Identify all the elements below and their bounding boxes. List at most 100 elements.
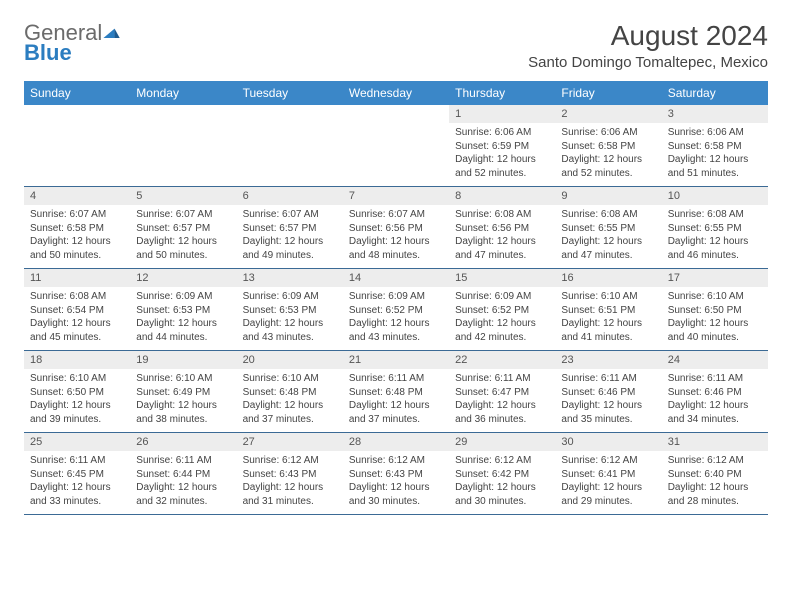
sunrise: Sunrise: 6:07 AM — [243, 208, 337, 222]
logo: GeneralBlue — [24, 20, 121, 64]
day-details: Sunrise: 6:08 AMSunset: 6:55 PMDaylight:… — [555, 205, 661, 268]
sunset: Sunset: 6:58 PM — [668, 140, 762, 154]
day-number: 21 — [343, 351, 449, 369]
header: GeneralBlue August 2024 Santo Domingo To… — [24, 20, 768, 71]
calendar-cell: 21Sunrise: 6:11 AMSunset: 6:48 PMDayligh… — [343, 351, 449, 432]
calendar-cell — [237, 105, 343, 186]
sunrise: Sunrise: 6:11 AM — [455, 372, 549, 386]
calendar-cell: 11Sunrise: 6:08 AMSunset: 6:54 PMDayligh… — [24, 269, 130, 350]
day-number: 1 — [449, 105, 555, 123]
daylight: Daylight: 12 hours and 38 minutes. — [136, 399, 230, 426]
calendar-cell: 4Sunrise: 6:07 AMSunset: 6:58 PMDaylight… — [24, 187, 130, 268]
calendar-cell: 23Sunrise: 6:11 AMSunset: 6:46 PMDayligh… — [555, 351, 661, 432]
sunrise: Sunrise: 6:10 AM — [561, 290, 655, 304]
logo-text-blue: Blue — [24, 42, 121, 64]
title-block: August 2024 Santo Domingo Tomaltepec, Me… — [528, 20, 768, 71]
daylight: Daylight: 12 hours and 47 minutes. — [455, 235, 549, 262]
day-number: 2 — [555, 105, 661, 123]
day-details: Sunrise: 6:10 AMSunset: 6:51 PMDaylight:… — [555, 287, 661, 350]
daylight: Daylight: 12 hours and 52 minutes. — [455, 153, 549, 180]
sunset: Sunset: 6:52 PM — [349, 304, 443, 318]
daylight: Daylight: 12 hours and 49 minutes. — [243, 235, 337, 262]
day-number-empty — [130, 105, 236, 123]
logo-mark-icon — [103, 20, 121, 42]
day-header: Thursday — [449, 81, 555, 105]
day-number: 22 — [449, 351, 555, 369]
day-details: Sunrise: 6:07 AMSunset: 6:57 PMDaylight:… — [130, 205, 236, 268]
day-number: 3 — [662, 105, 768, 123]
calendar-cell: 5Sunrise: 6:07 AMSunset: 6:57 PMDaylight… — [130, 187, 236, 268]
day-details: Sunrise: 6:09 AMSunset: 6:53 PMDaylight:… — [130, 287, 236, 350]
day-number-empty — [24, 105, 130, 123]
week-row: 11Sunrise: 6:08 AMSunset: 6:54 PMDayligh… — [24, 269, 768, 351]
sunset: Sunset: 6:41 PM — [561, 468, 655, 482]
sunrise: Sunrise: 6:07 AM — [30, 208, 124, 222]
week-row: 18Sunrise: 6:10 AMSunset: 6:50 PMDayligh… — [24, 351, 768, 433]
sunset: Sunset: 6:46 PM — [668, 386, 762, 400]
calendar-cell: 9Sunrise: 6:08 AMSunset: 6:55 PMDaylight… — [555, 187, 661, 268]
week-row: 25Sunrise: 6:11 AMSunset: 6:45 PMDayligh… — [24, 433, 768, 515]
day-header: Tuesday — [237, 81, 343, 105]
sunrise: Sunrise: 6:07 AM — [349, 208, 443, 222]
sunrise: Sunrise: 6:06 AM — [561, 126, 655, 140]
day-number: 20 — [237, 351, 343, 369]
day-details: Sunrise: 6:12 AMSunset: 6:41 PMDaylight:… — [555, 451, 661, 514]
sunrise: Sunrise: 6:06 AM — [455, 126, 549, 140]
day-details: Sunrise: 6:07 AMSunset: 6:58 PMDaylight:… — [24, 205, 130, 268]
daylight: Daylight: 12 hours and 44 minutes. — [136, 317, 230, 344]
calendar-cell: 20Sunrise: 6:10 AMSunset: 6:48 PMDayligh… — [237, 351, 343, 432]
calendar-cell: 30Sunrise: 6:12 AMSunset: 6:41 PMDayligh… — [555, 433, 661, 514]
sunset: Sunset: 6:57 PM — [243, 222, 337, 236]
sunrise: Sunrise: 6:08 AM — [455, 208, 549, 222]
calendar-cell: 8Sunrise: 6:08 AMSunset: 6:56 PMDaylight… — [449, 187, 555, 268]
daylight: Daylight: 12 hours and 30 minutes. — [455, 481, 549, 508]
sunset: Sunset: 6:59 PM — [455, 140, 549, 154]
day-number: 14 — [343, 269, 449, 287]
day-details: Sunrise: 6:12 AMSunset: 6:43 PMDaylight:… — [237, 451, 343, 514]
day-details: Sunrise: 6:11 AMSunset: 6:44 PMDaylight:… — [130, 451, 236, 514]
sunrise: Sunrise: 6:09 AM — [136, 290, 230, 304]
day-number: 15 — [449, 269, 555, 287]
sunset: Sunset: 6:50 PM — [668, 304, 762, 318]
sunrise: Sunrise: 6:09 AM — [455, 290, 549, 304]
calendar-cell: 28Sunrise: 6:12 AMSunset: 6:43 PMDayligh… — [343, 433, 449, 514]
day-header: Wednesday — [343, 81, 449, 105]
daylight: Daylight: 12 hours and 37 minutes. — [349, 399, 443, 426]
calendar-cell: 3Sunrise: 6:06 AMSunset: 6:58 PMDaylight… — [662, 105, 768, 186]
calendar-cell: 26Sunrise: 6:11 AMSunset: 6:44 PMDayligh… — [130, 433, 236, 514]
day-number: 31 — [662, 433, 768, 451]
sunset: Sunset: 6:48 PM — [243, 386, 337, 400]
sunset: Sunset: 6:43 PM — [243, 468, 337, 482]
sunrise: Sunrise: 6:09 AM — [243, 290, 337, 304]
calendar-body: 1Sunrise: 6:06 AMSunset: 6:59 PMDaylight… — [24, 105, 768, 515]
day-details: Sunrise: 6:12 AMSunset: 6:40 PMDaylight:… — [662, 451, 768, 514]
day-header: Monday — [130, 81, 236, 105]
calendar-cell: 6Sunrise: 6:07 AMSunset: 6:57 PMDaylight… — [237, 187, 343, 268]
sunrise: Sunrise: 6:10 AM — [243, 372, 337, 386]
sunrise: Sunrise: 6:11 AM — [561, 372, 655, 386]
day-number: 5 — [130, 187, 236, 205]
day-details: Sunrise: 6:10 AMSunset: 6:50 PMDaylight:… — [662, 287, 768, 350]
daylight: Daylight: 12 hours and 42 minutes. — [455, 317, 549, 344]
calendar-cell: 1 Sunrise: 6:06 AMSunset: 6:59 PMDaylight… — [449, 105, 555, 186]
day-number: 30 — [555, 433, 661, 451]
daylight: Daylight: 12 hours and 50 minutes. — [136, 235, 230, 262]
day-number: 12 — [130, 269, 236, 287]
day-number: 7 — [343, 187, 449, 205]
day-number: 9 — [555, 187, 661, 205]
sunrise: Sunrise: 6:11 AM — [668, 372, 762, 386]
sunset: Sunset: 6:52 PM — [455, 304, 549, 318]
sunrise: Sunrise: 6:12 AM — [668, 454, 762, 468]
daylight: Daylight: 12 hours and 50 minutes. — [30, 235, 124, 262]
daylight: Daylight: 12 hours and 30 minutes. — [349, 481, 443, 508]
calendar-cell — [343, 105, 449, 186]
calendar-cell: 2Sunrise: 6:06 AMSunset: 6:58 PMDaylight… — [555, 105, 661, 186]
sunset: Sunset: 6:57 PM — [136, 222, 230, 236]
sunset: Sunset: 6:58 PM — [30, 222, 124, 236]
day-number: 24 — [662, 351, 768, 369]
day-details: Sunrise: 6:09 AMSunset: 6:52 PMDaylight:… — [343, 287, 449, 350]
day-details: Sunrise: 6:06 AMSunset: 6:58 PMDaylight:… — [662, 123, 768, 186]
day-number: 25 — [24, 433, 130, 451]
sunset: Sunset: 6:53 PM — [136, 304, 230, 318]
sunrise: Sunrise: 6:08 AM — [561, 208, 655, 222]
